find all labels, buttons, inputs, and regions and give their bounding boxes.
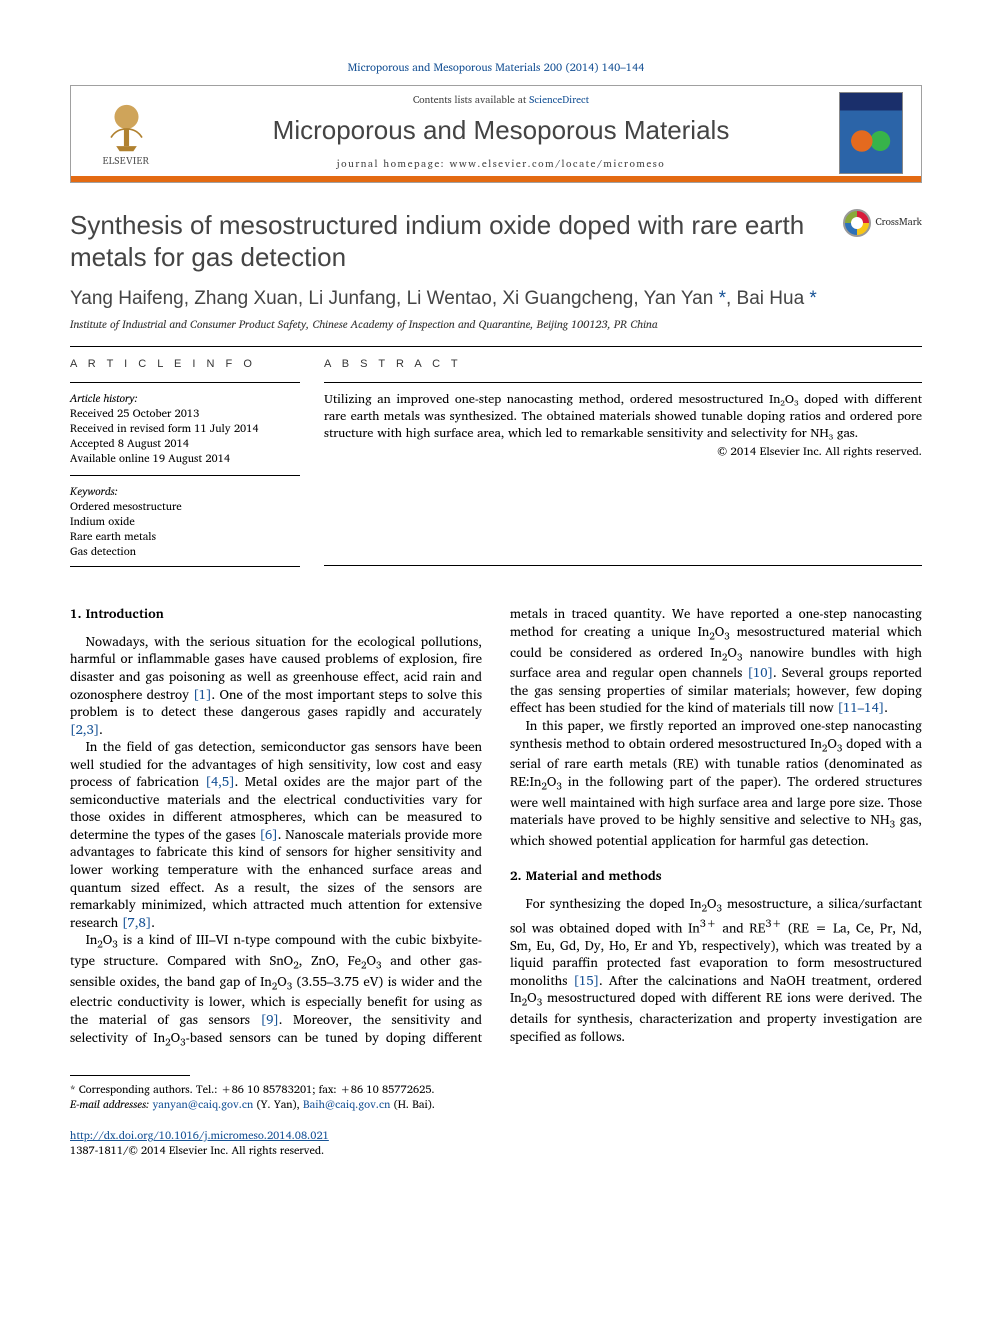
section-heading-2: 2. Material and methods	[510, 867, 922, 885]
email-owner: (H. Bai).	[390, 1095, 435, 1113]
journal-cover-thumb	[839, 92, 903, 174]
journal-homepage: journal homepage: www.elsevier.com/locat…	[171, 158, 831, 172]
running-citation: Microporous and Mesoporous Materials 200…	[70, 60, 922, 75]
emails-label: E-mail addresses:	[70, 1095, 152, 1113]
citation-ref[interactable]: [1]	[193, 683, 211, 705]
sciencedirect-link[interactable]: ScienceDirect	[529, 92, 589, 108]
citation-ref[interactable]: [15]	[574, 969, 600, 991]
abstract-text: Utilizing an improved one-step nanocasti…	[324, 391, 922, 442]
article-info-heading: A R T I C L E I N F O	[70, 357, 300, 372]
keyword: Gas detection	[70, 544, 300, 559]
publisher-logo: ELSEVIER	[81, 98, 171, 169]
body-columns: 1. Introduction Nowadays, with the serio…	[70, 605, 922, 1049]
authors-list: Yang Haifeng, Zhang Xuan, Li Junfang, Li…	[70, 286, 922, 312]
contents-available: Contents lists available at ScienceDirec…	[171, 94, 831, 108]
abstract-heading: A B S T R A C T	[324, 357, 922, 372]
paper-title: Synthesis of mesostructured indium oxide…	[70, 209, 843, 274]
crossmark-badge[interactable]: CrossMark	[843, 209, 922, 237]
rule	[324, 565, 922, 566]
rule	[70, 475, 300, 476]
citation-ref[interactable]: [10]	[747, 661, 773, 683]
issn-copyright: 1387-1811/© 2014 Elsevier Inc. All right…	[70, 1143, 922, 1158]
crossmark-icon	[843, 209, 871, 237]
footnote-separator	[70, 1075, 190, 1076]
paragraph: For synthesizing the doped In2O3 mesostr…	[510, 895, 922, 1045]
citation-ref[interactable]: [6]	[259, 823, 277, 845]
article-history: Article history: Received 25 October 201…	[70, 391, 300, 465]
email-note: E-mail addresses: yanyan@caiq.gov.cn (Y.…	[70, 1097, 922, 1112]
keywords: Keywords: Ordered mesostructure Indium o…	[70, 484, 300, 558]
citation-ref[interactable]: [4,5]	[205, 770, 234, 792]
paragraph: In this paper, we firstly reported an im…	[510, 717, 922, 849]
paragraph: Nowadays, with the serious situation for…	[70, 633, 482, 738]
email-link[interactable]: yanyan@caiq.gov.cn	[152, 1095, 253, 1113]
crossmark-label: CrossMark	[875, 216, 922, 230]
email-owner: (Y. Yan),	[253, 1095, 303, 1113]
publisher-name: ELSEVIER	[103, 155, 150, 169]
rule	[70, 382, 300, 383]
paragraph: In the field of gas detection, semicondu…	[70, 738, 482, 931]
section-heading-1: 1. Introduction	[70, 605, 482, 623]
email-link[interactable]: Baih@caiq.gov.cn	[303, 1095, 390, 1113]
journal-title: Microporous and Mesoporous Materials	[171, 113, 831, 148]
journal-header: ELSEVIER Contents lists available at Sci…	[70, 85, 922, 183]
rule	[70, 346, 922, 347]
brand-strip	[71, 176, 921, 182]
abstract-copyright: © 2014 Elsevier Inc. All rights reserved…	[324, 444, 922, 460]
affiliation: Institute of Industrial and Consumer Pro…	[70, 317, 922, 332]
elsevier-tree-icon	[99, 98, 154, 153]
contents-prefix: Contents lists available at	[413, 92, 529, 108]
footnotes: * Corresponding authors. Tel.: +86 10 85…	[70, 1082, 922, 1112]
doi-block: http://dx.doi.org/10.1016/j.micromeso.20…	[70, 1128, 922, 1158]
citation-ref[interactable]: [9]	[261, 1008, 279, 1030]
rule	[324, 382, 922, 383]
history-online: Available online 19 August 2014	[70, 451, 300, 466]
